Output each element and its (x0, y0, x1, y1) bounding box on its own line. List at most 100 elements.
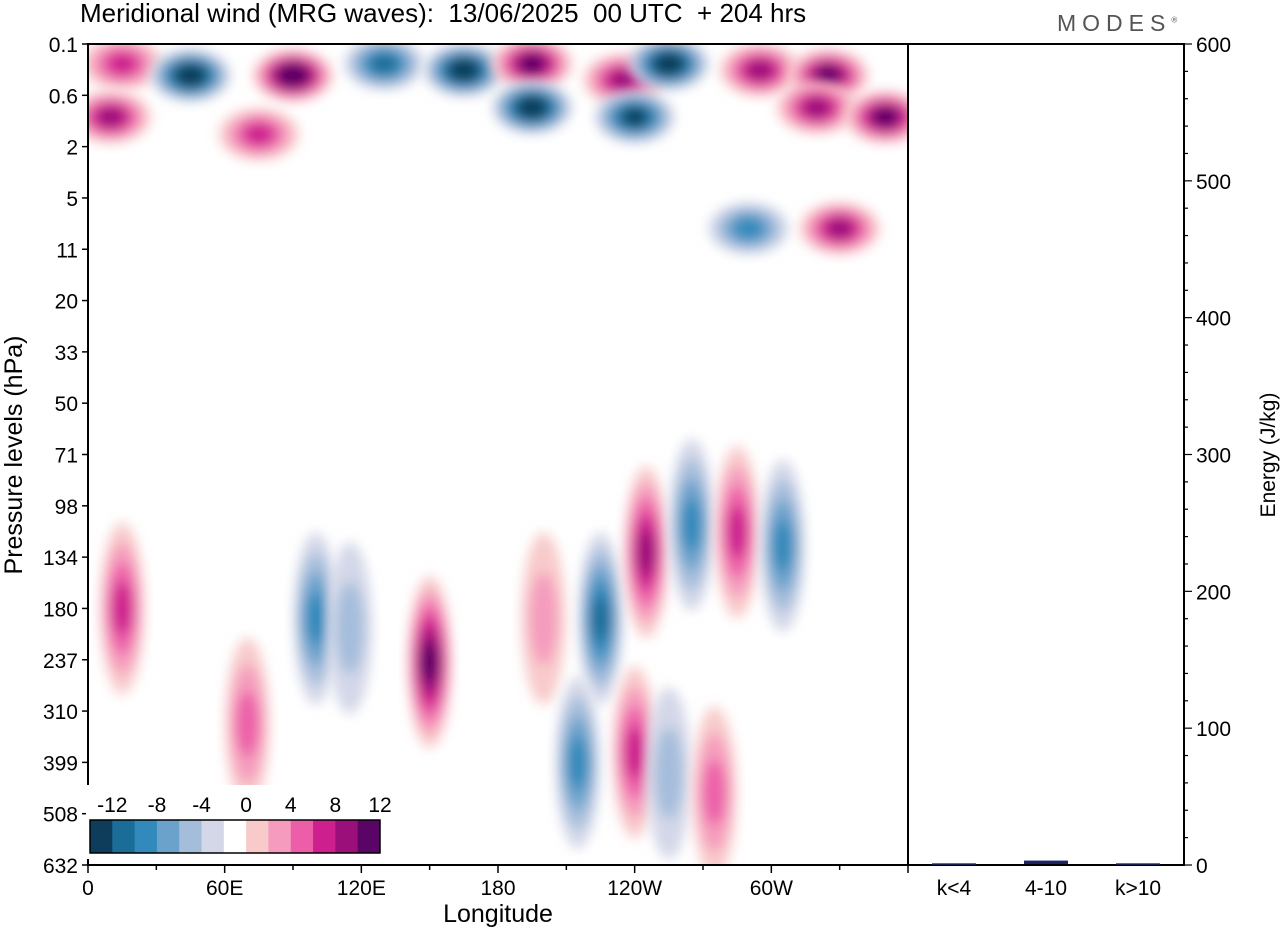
energy-tick-label: 0 (1196, 855, 1208, 878)
y-tick-label: 632 (43, 855, 78, 878)
energy-panel: 0 100 200 300 400 500 600 k<4 4-10 k>10 (932, 34, 1231, 900)
energy-category-label: k>10 (1115, 877, 1161, 900)
colorbar-label: -12 (97, 794, 127, 817)
contour-band (236, 691, 259, 757)
contour-band (624, 726, 645, 779)
y-tick-label: 5 (66, 188, 78, 211)
energy-category-label: 4-10 (1025, 877, 1067, 900)
contour-band (448, 58, 480, 82)
chart-title: Meridional wind (MRG waves): 13/06/2025 … (80, 0, 807, 28)
contour-band (636, 530, 656, 575)
colorbar-swatch (290, 820, 314, 853)
colorbar-swatch (268, 820, 292, 853)
contour-band (305, 592, 326, 645)
wind-anomaly (776, 81, 857, 134)
contour-band (804, 97, 830, 118)
wind-anomaly (218, 108, 299, 161)
contour-band (371, 53, 397, 74)
contour-band (703, 759, 726, 826)
wind-anomaly (521, 532, 566, 705)
colorbar: -12 -8 -4 0 4 8 12 (86, 785, 392, 859)
colorbar-label: 12 (368, 794, 391, 817)
contour-band (244, 123, 274, 146)
contour-band (421, 642, 439, 682)
wind-anomaly (719, 44, 800, 97)
contour-band (826, 218, 853, 239)
y-tick-label: 399 (43, 752, 78, 775)
y-tick-label: 508 (43, 804, 78, 827)
colorbar-label: 0 (240, 794, 252, 817)
colorbar-frame (89, 819, 381, 854)
colorbar-label: 8 (330, 794, 342, 817)
energy-tick-label: 300 (1196, 445, 1231, 468)
contour-band (734, 217, 764, 240)
axes: 0.1 0.6 2 5 11 20 33 50 71 98 134 180 237 310 399 508 63… (43, 34, 909, 900)
colorbar-swatch (335, 820, 359, 853)
colorbar-swatch (223, 820, 247, 853)
energy-tick-label: 100 (1196, 718, 1231, 741)
contour-band (174, 63, 207, 88)
contour-band (747, 60, 773, 81)
energy-bar (932, 863, 976, 865)
energy-tick-label: 200 (1196, 581, 1231, 604)
wind-anomaly (225, 637, 270, 810)
wind-anomaly (715, 446, 760, 619)
contour-band (873, 107, 897, 127)
y-tick-label: 71 (55, 445, 78, 468)
wind-anomaly (692, 706, 737, 865)
contour-band (623, 107, 647, 127)
wind-anomaly (624, 466, 669, 639)
wind-anomaly (628, 44, 709, 90)
colorbar-swatch (156, 820, 180, 853)
contour-band (610, 69, 637, 90)
x-axis-label: Longitude (443, 900, 553, 928)
x-tick-label: 60W (750, 877, 793, 900)
energy-axis-label: Energy (J/kg) (1257, 393, 1280, 518)
energy-frame (907, 43, 1185, 866)
x-tick-label: 120E (337, 877, 386, 900)
contour-band (516, 95, 548, 120)
contour-band (654, 727, 683, 820)
wind-anomaly (327, 542, 372, 715)
colorbar-swatch (313, 820, 336, 853)
y-tick-label: 20 (55, 291, 78, 314)
y-tick-label: 0.1 (49, 34, 78, 57)
wind-anomaly (708, 202, 789, 255)
energy-bar (1024, 860, 1068, 864)
contour-band (653, 52, 685, 76)
colorbar-label: -4 (192, 794, 211, 817)
contour-band (520, 54, 544, 74)
brand-text: MODES (1057, 10, 1172, 36)
contour-band (97, 107, 124, 128)
energy-category-label: k<4 (937, 877, 972, 900)
y-tick-label: 0.6 (49, 85, 78, 108)
colorbar-label: 4 (285, 794, 297, 817)
wind-anomaly (100, 522, 145, 695)
wind-anomaly (646, 687, 691, 860)
colorbar-swatch (246, 820, 269, 853)
contour-band (772, 519, 793, 572)
wind-anomaly (799, 202, 880, 255)
contour-band (727, 506, 748, 559)
y-tick-label: 180 (43, 598, 78, 621)
colorbar-swatch (179, 820, 203, 853)
contour-band (591, 596, 610, 641)
y-tick-label: 11 (56, 239, 78, 262)
y-tick-label: 2 (66, 137, 78, 160)
energy-tick-label: 500 (1196, 171, 1231, 194)
brand-logo: MODES® (1057, 10, 1178, 36)
wind-anomaly (407, 576, 452, 749)
y-tick-label: 98 (55, 496, 78, 519)
wind-anomaly (555, 676, 600, 849)
plot-frame (87, 43, 909, 866)
y-axis-label: Pressure levels (hPa) (0, 336, 28, 575)
y-tick-label: 237 (43, 650, 78, 673)
wind-anomaly (578, 532, 623, 705)
x-tick-label: 120W (607, 877, 662, 900)
wind-anomaly (88, 91, 151, 144)
colorbar-swatch (201, 820, 225, 853)
y-tick-label: 310 (43, 701, 78, 724)
wind-anomaly (492, 81, 573, 134)
wind-anomaly (845, 91, 908, 144)
